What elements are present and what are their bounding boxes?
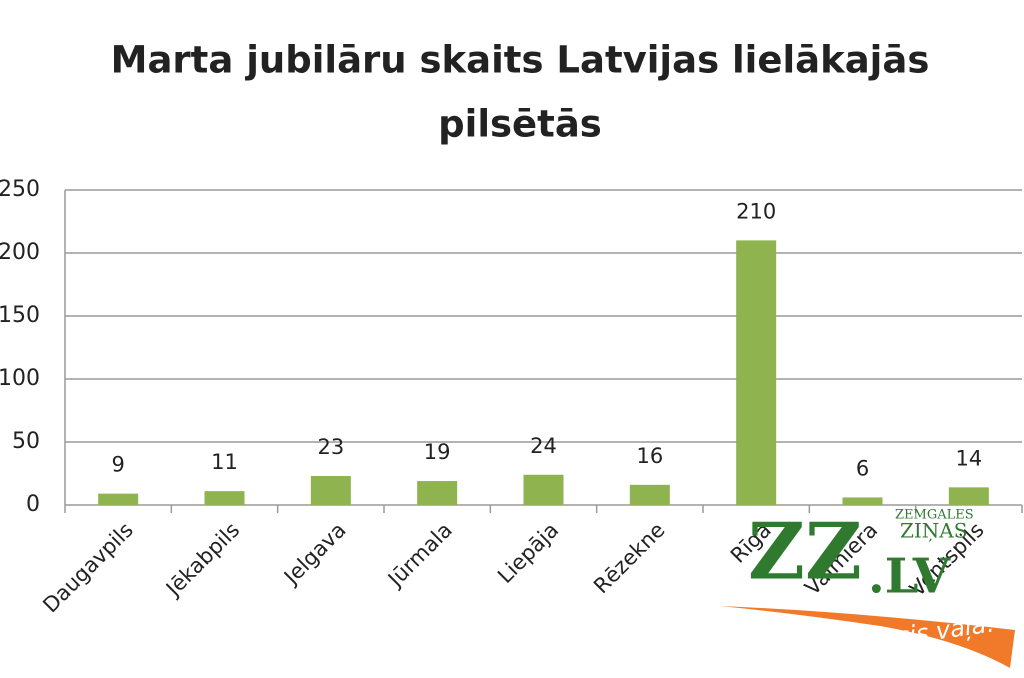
chart-title: Marta jubilāru skaits Latvijas lielākajā…	[111, 39, 930, 82]
bar	[948, 487, 989, 505]
y-tick-label: 0	[26, 492, 40, 517]
logo-swoosh	[720, 606, 1015, 668]
bar	[842, 497, 883, 505]
data-label: 24	[530, 434, 557, 458]
data-label: 23	[317, 435, 344, 459]
y-tick-label: 150	[0, 303, 40, 328]
bar	[310, 476, 351, 505]
y-tick-label: 250	[0, 177, 40, 202]
data-label: 9	[111, 453, 124, 477]
bar	[204, 491, 245, 505]
bar	[736, 240, 777, 505]
bar	[629, 484, 670, 505]
data-label: 19	[424, 440, 451, 464]
y-tick-label: 100	[0, 366, 40, 391]
logo-brand: ZEMGALES	[895, 508, 974, 523]
x-tick-label: Daugavpils	[38, 518, 138, 618]
data-label: 16	[636, 444, 663, 468]
data-label: 6	[856, 456, 869, 480]
bar	[98, 493, 139, 505]
logo-brand: ZIŅAS	[900, 519, 967, 543]
x-tick-label: Jēkabpils	[160, 518, 244, 602]
data-label: 11	[211, 450, 238, 474]
logo-mark: ZZ	[748, 507, 862, 598]
y-tick-label: 200	[0, 240, 40, 265]
x-tick-label: Liepāja	[493, 518, 563, 588]
x-tick-label: Jelgava	[278, 518, 350, 590]
data-label: 14	[955, 446, 982, 470]
chart-title: pilsētās	[438, 103, 602, 146]
bar	[417, 481, 458, 505]
x-tick-label: Jūrmala	[382, 518, 457, 593]
data-label: 210	[736, 199, 776, 223]
logo: ZZ .LV ZEMGALES ZIŅAS acis vaļā!	[720, 507, 1015, 668]
x-tick-label: Rēzekne	[589, 518, 670, 599]
logo-domain: .LV	[868, 549, 951, 605]
bar	[523, 474, 564, 505]
y-tick-label: 50	[12, 429, 40, 454]
